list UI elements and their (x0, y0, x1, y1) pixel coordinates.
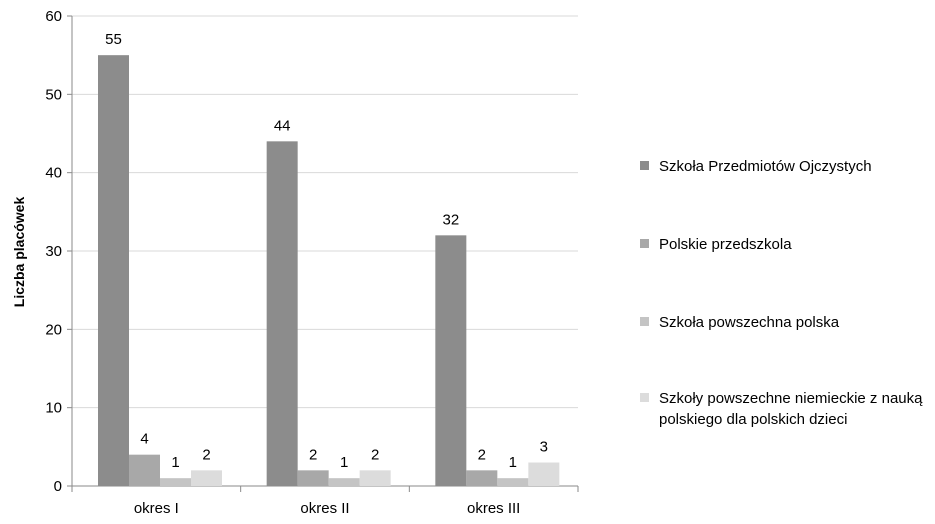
bar (528, 462, 560, 486)
data-label: 55 (105, 31, 122, 48)
x-tick-label: okres II (300, 500, 349, 517)
x-axis-ticks: okres I okres II okres III (134, 500, 521, 517)
legend-swatch (640, 161, 649, 170)
y-tick-label: 60 (45, 8, 62, 25)
data-label: 1 (340, 454, 348, 471)
data-label: 2 (309, 446, 317, 463)
legend-label: Szkoły powszechne niemieckie z nauką pol… (659, 390, 923, 428)
bar (160, 478, 191, 486)
bar (266, 141, 298, 487)
bar (359, 470, 391, 486)
legend-item: Polskie przedszkola (640, 234, 929, 255)
data-label: 3 (540, 439, 548, 456)
bar (497, 478, 529, 486)
data-label: 2 (371, 446, 379, 463)
y-tick-label: 10 (45, 400, 62, 417)
bar (466, 470, 498, 486)
y-tick-label: 40 (45, 165, 62, 182)
y-axis-label: Liczba placówek (11, 197, 27, 308)
legend-label: Polskie przedszkola (659, 236, 792, 253)
x-tick-label: okres III (467, 500, 520, 517)
legend-item: Szkoła Przedmiotów Ojczystych (640, 156, 929, 177)
gridlines (67, 15, 579, 492)
y-tick-label: 50 (45, 86, 62, 103)
y-axis-ticks: 0 10 20 30 40 50 60 (45, 8, 62, 495)
bar (129, 454, 160, 486)
bars (98, 55, 560, 487)
y-tick-label: 30 (45, 243, 62, 260)
x-tick-label: okres I (134, 500, 179, 517)
legend-label: Szkoła Przedmiotów Ojczystych (659, 158, 872, 175)
data-label: 1 (509, 454, 517, 471)
bar (435, 235, 467, 486)
y-tick-label: 20 (45, 321, 62, 338)
y-tick-label: 0 (54, 478, 62, 495)
data-label: 44 (274, 117, 291, 134)
data-labels: 55 4 1 2 44 2 1 2 32 2 1 3 (105, 31, 548, 471)
data-label: 4 (140, 431, 148, 448)
legend-item: Szkoły powszechne niemieckie z nauką pol… (640, 388, 929, 430)
bar (328, 478, 360, 486)
legend-swatch (640, 393, 649, 402)
bar (98, 55, 129, 487)
legend-swatch (640, 239, 649, 248)
data-label: 32 (442, 211, 459, 228)
data-label: 2 (202, 446, 210, 463)
data-label: 1 (171, 454, 179, 471)
legend-swatch (640, 317, 649, 326)
legend-item: Szkoła powszechna polska (640, 312, 929, 333)
bar (191, 470, 222, 486)
data-label: 2 (478, 446, 486, 463)
legend-label: Szkoła powszechna polska (659, 314, 840, 331)
bar (297, 470, 329, 486)
